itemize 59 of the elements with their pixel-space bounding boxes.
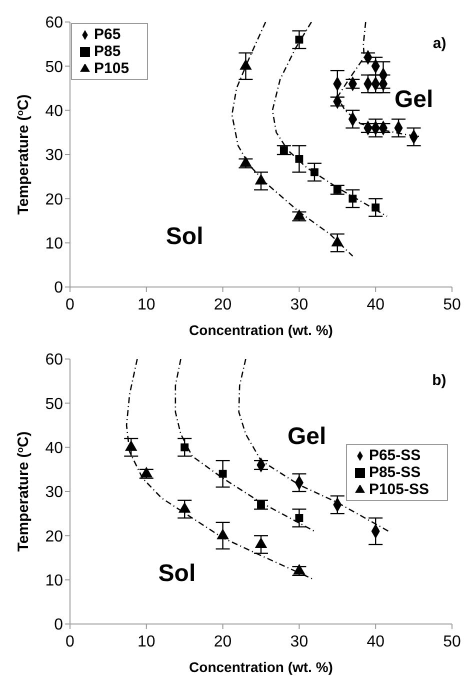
point <box>255 174 267 185</box>
y-tick-label: 40 <box>45 103 64 120</box>
x-axis-title: Concentration (wt. %) <box>189 659 333 675</box>
legend-label: P85 <box>94 43 121 60</box>
y-tick-label: 30 <box>45 147 64 164</box>
y-tick-label: 10 <box>45 572 64 590</box>
point <box>372 204 380 212</box>
x-tick-label: 50 <box>443 296 461 314</box>
annotation: Sol <box>158 560 196 588</box>
x-tick-label: 10 <box>138 633 156 650</box>
y-tick-label: 20 <box>45 191 64 208</box>
x-tick-label: 30 <box>290 633 308 650</box>
point <box>217 529 229 540</box>
point <box>333 186 342 194</box>
point <box>240 60 252 70</box>
y-tick-label: 50 <box>45 396 64 413</box>
x-tick-label: 20 <box>214 633 232 650</box>
y-tick-label: 0 <box>54 616 64 634</box>
x-tick-label: 40 <box>366 296 385 314</box>
y-tick-label: 40 <box>45 440 64 458</box>
point <box>295 36 304 44</box>
annotation: b) <box>432 372 446 390</box>
y-tick-label: 60 <box>45 352 64 369</box>
point <box>280 146 288 154</box>
point <box>180 443 189 452</box>
point <box>295 514 304 522</box>
x-tick-label: 0 <box>66 296 75 314</box>
legend-label: P85-SS <box>368 464 421 481</box>
y-tick-label: 50 <box>45 58 64 76</box>
legend-label: P105 <box>94 60 130 77</box>
y-tick-label: 30 <box>45 484 64 502</box>
y-tick-label: 20 <box>45 528 64 546</box>
point <box>178 502 190 513</box>
x-axis-title: Concentration (wt. %) <box>189 322 333 338</box>
x-tick-label: 30 <box>290 296 308 314</box>
annotation: a) <box>432 35 446 52</box>
x-tick-label: 40 <box>366 633 385 650</box>
point <box>257 500 265 509</box>
point <box>295 154 304 163</box>
x-tick-label: 20 <box>214 296 232 314</box>
x-tick-label: 50 <box>443 633 461 650</box>
point <box>255 538 267 548</box>
x-tick-label: 0 <box>66 633 75 650</box>
point <box>332 236 344 246</box>
point <box>348 194 357 203</box>
x-tick-label: 10 <box>138 296 156 314</box>
line-series <box>272 22 388 217</box>
annotation: Sol <box>166 223 204 252</box>
legend-label: P105-SS <box>368 480 429 498</box>
annotation: Gel <box>394 86 434 114</box>
point <box>310 168 318 176</box>
legend-label: P65 <box>94 26 121 43</box>
annotation: Gel <box>287 422 326 451</box>
y-tick-label: 60 <box>45 14 64 32</box>
line-series <box>231 22 354 257</box>
legend-label: P65-SS <box>368 446 421 464</box>
y-tick-label: 10 <box>45 236 64 253</box>
point <box>218 470 227 478</box>
y-tick-label: 0 <box>54 280 64 297</box>
